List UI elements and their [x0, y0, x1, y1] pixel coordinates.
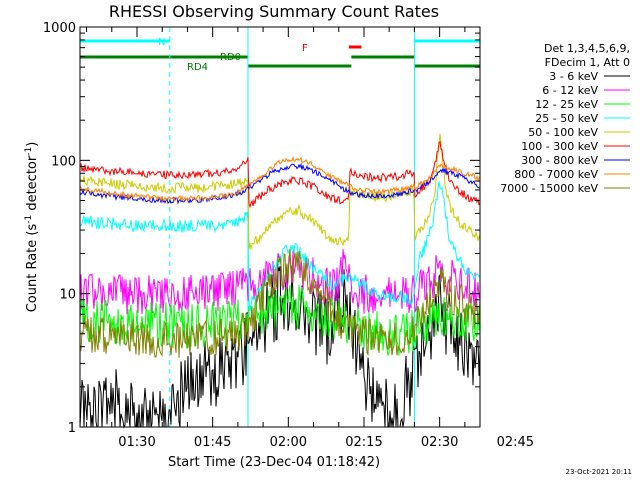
legend-header: Det 1,3,4,5,6,9, [544, 42, 630, 55]
x-tick-label: 02:30 [421, 435, 458, 450]
x-tick-label: 02:45 [497, 435, 534, 450]
y-tick-label: 1 [68, 421, 76, 436]
y-axis: 1 10 100 1000 [43, 21, 480, 436]
legend-label: 12 - 25 keV [535, 98, 598, 111]
series-line-9 [79, 248, 481, 358]
attenuator-vlines [169, 27, 481, 427]
flag-label-rd0: RD0 [220, 52, 241, 63]
x-tick-label: 02:00 [270, 435, 307, 450]
x-axis-label: Start Time (23-Dec-04 01:18:42) [168, 455, 380, 470]
series-line-3 [79, 284, 481, 356]
series-line-6 [79, 140, 481, 209]
series-line-5 [79, 133, 481, 250]
flag-label-rd4: RD4 [187, 62, 208, 73]
y-tick-label: 1000 [43, 21, 76, 36]
x-tick-label: 01:30 [118, 435, 155, 450]
series-line-4 [79, 181, 481, 312]
flag-label-f: F [302, 43, 308, 54]
y-axis-label: Count Rate (s-1 detector-1) [24, 142, 40, 313]
y-tick-label: 10 [59, 288, 76, 303]
series-line-8 [79, 155, 481, 203]
x-axis: 01:30 01:45 02:00 02:15 02:30 02:45 [86, 27, 534, 450]
legend-label: 25 - 50 keV [535, 112, 598, 125]
series-layer [79, 133, 481, 429]
legend-label: 50 - 100 keV [528, 126, 598, 139]
x-tick-label: 01:45 [194, 435, 231, 450]
legend-header: FDecim 1, Att 0 [545, 56, 630, 69]
legend-label: 800 - 7000 keV [514, 168, 598, 181]
legend-label: 300 - 800 keV [521, 154, 598, 167]
observing-flags: N F RD0 RD4 [80, 37, 480, 73]
legend-label: 3 - 6 keV [549, 70, 598, 83]
chart-title: RHESSI Observing Summary Count Rates [109, 2, 439, 21]
plot-frame [79, 26, 481, 428]
series-line-7 [79, 163, 481, 205]
legend-label: 6 - 12 keV [542, 84, 598, 97]
legend-label: 100 - 300 keV [521, 140, 598, 153]
flag-label-n: N [158, 37, 165, 48]
legend-label: 7000 - 15000 keV [500, 182, 598, 195]
y-tick-label: 100 [51, 154, 76, 169]
timestamp: 23-Oct-2021 20:11 [566, 468, 632, 476]
x-tick-label: 02:15 [345, 435, 382, 450]
legend: Det 1,3,4,5,6,9,FDecim 1, Att 03 - 6 keV… [500, 42, 630, 195]
